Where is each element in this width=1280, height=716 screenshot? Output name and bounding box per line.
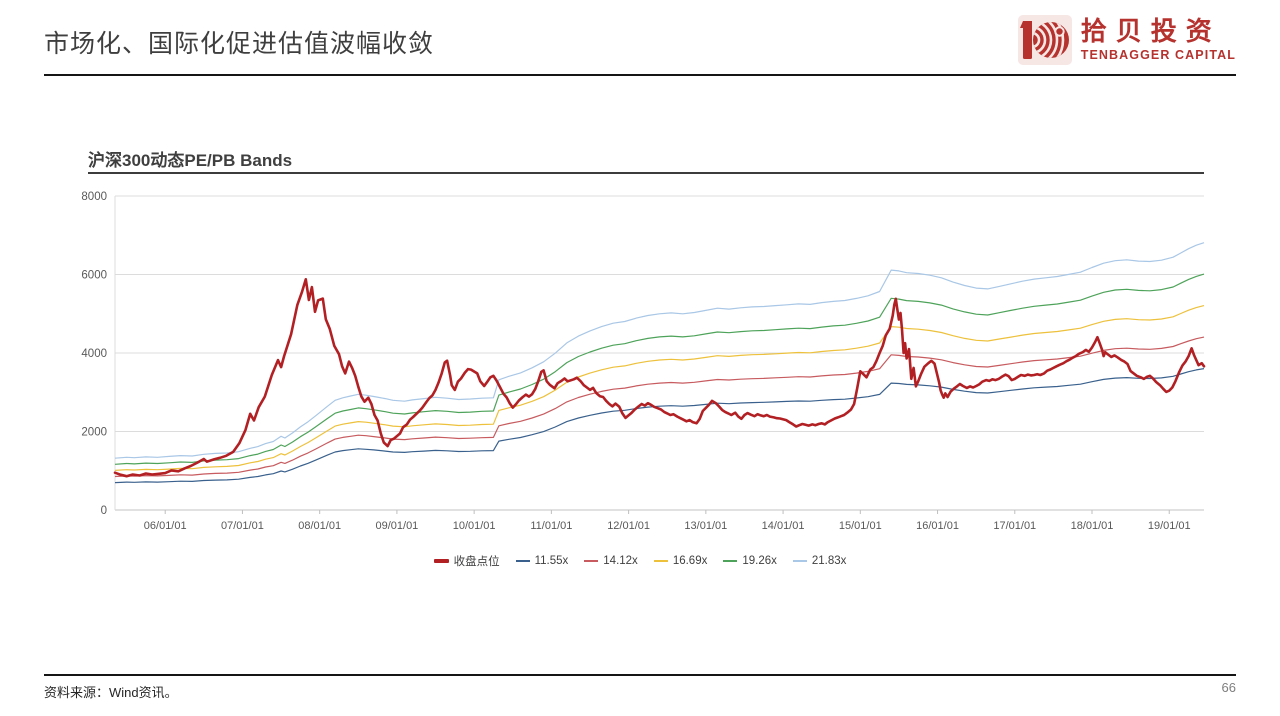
x-axis-tick-label: 18/01/01 — [1071, 520, 1114, 532]
legend-label: 19.26x — [742, 555, 777, 567]
legend-item: 14.12x — [584, 555, 638, 567]
price-line — [113, 278, 1206, 478]
pe-band-line-19.26x — [114, 273, 1205, 465]
chart-canvas: 0 2000 4000 6000 8000 06/01/01 07/01/01 08/01/0… — [81, 191, 1206, 532]
chart-title-divider — [88, 172, 1204, 174]
logo-text: 拾贝投资 TENBAGGER CAPITAL — [1081, 18, 1236, 62]
x-axis-tick-label: 11/01/01 — [530, 520, 572, 532]
page-number: 66 — [1221, 680, 1236, 695]
chart-legend: 收盘点位 11.55x 14.12x 16.69x 19.26x 21.83x — [0, 553, 1280, 569]
tenbagger-logo-icon — [1017, 15, 1072, 65]
legend-item: 16.69x — [653, 555, 708, 567]
logo-name-en: TENBAGGER CAPITAL — [1080, 48, 1236, 63]
pe-bands-chart: 0 2000 4000 6000 8000 06/01/01 07/01/01 08/01/0… — [60, 184, 1210, 552]
legend-marker — [653, 560, 668, 562]
logo-name-cn: 拾贝投资 — [1080, 16, 1221, 47]
legend-item: 11.55x — [515, 555, 569, 567]
legend-marker — [792, 560, 807, 562]
legend-marker — [584, 560, 599, 562]
x-axis-tick-label: 07/01/01 — [221, 520, 264, 532]
y-axis-tick-label: 6000 — [81, 270, 107, 282]
legend-marker — [515, 560, 530, 562]
legend-item: 收盘点位 — [433, 553, 500, 569]
y-axis-tick-label: 4000 — [81, 348, 107, 360]
x-axis-tick-label: 17/01/01 — [993, 520, 1036, 532]
legend-label: 21.83x — [811, 555, 847, 567]
pe-band-line-16.69x — [114, 305, 1205, 471]
x-axis-tick-label: 19/01/01 — [1148, 520, 1191, 532]
pe-band-line-14.12x — [114, 336, 1205, 478]
data-source-note: 资料来源：Wind资讯。 — [44, 685, 178, 700]
legend-label: 14.12x — [603, 555, 638, 567]
x-axis-tick-label: 10/01/01 — [453, 520, 496, 532]
y-axis-tick-label: 8000 — [81, 191, 107, 203]
x-axis-tick-label: 13/01/01 — [684, 520, 727, 532]
legend-marker — [433, 559, 449, 563]
x-axis-tick-label: 06/01/01 — [144, 520, 187, 532]
x-axis-tick-label: 14/01/01 — [762, 520, 805, 532]
company-logo: 拾贝投资 TENBAGGER CAPITAL — [1017, 15, 1236, 65]
slide-title: 市场化、国际化促进估值波幅收敛 — [44, 30, 435, 58]
x-axis-tick-label: 15/01/01 — [839, 520, 882, 532]
y-axis-tick-label: 2000 — [81, 427, 107, 439]
y-axis-tick-label: 0 — [101, 505, 107, 517]
x-axis-tick-label: 09/01/01 — [375, 520, 418, 532]
pe-band-line-11.55x — [114, 368, 1205, 484]
legend-label: 收盘点位 — [453, 556, 500, 568]
chart-title: 沪深300动态PE/PB Bands — [88, 151, 293, 170]
legend-item: 21.83x — [792, 555, 847, 567]
footer-divider — [44, 674, 1236, 676]
pe-band-line-21.83x — [114, 242, 1205, 459]
x-axis-tick-label: 08/01/01 — [298, 520, 341, 532]
header-divider — [44, 74, 1236, 76]
legend-item: 19.26x — [723, 555, 777, 567]
legend-label: 16.69x — [672, 555, 708, 567]
x-axis-tick-label: 12/01/01 — [607, 520, 650, 532]
legend-label: 11.55x — [534, 555, 569, 567]
legend-marker — [723, 560, 738, 562]
x-axis-tick-label: 16/01/01 — [916, 520, 959, 532]
